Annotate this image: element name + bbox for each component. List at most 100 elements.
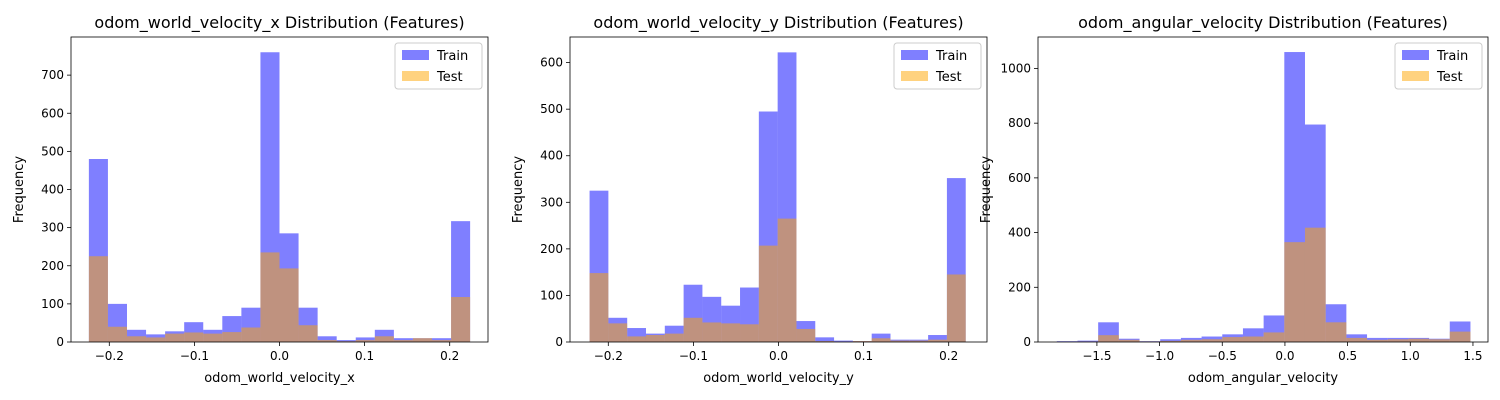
y-tick-label: 200 — [41, 259, 64, 273]
bar-test — [393, 340, 413, 342]
y-tick-label: 600 — [41, 106, 64, 120]
bar-test — [1160, 340, 1181, 342]
y-tick-label: 700 — [41, 68, 64, 82]
y-tick-label: 600 — [540, 56, 563, 70]
bar-test — [871, 338, 891, 342]
bar-train — [1056, 341, 1078, 342]
y-tick-label: 0 — [555, 335, 563, 349]
x-tick-label: 0.0 — [1275, 349, 1294, 363]
y-tick-label: 400 — [1008, 226, 1031, 240]
x-tick-label: −1.5 — [1082, 349, 1111, 363]
bars-layer — [88, 52, 471, 342]
legend-swatch-test — [1402, 71, 1429, 81]
bar-test — [298, 325, 318, 342]
x-tick-label: 0.2 — [939, 349, 958, 363]
bar-test — [412, 338, 433, 342]
bar-test — [740, 324, 759, 342]
bar-test — [374, 336, 394, 342]
bar-test — [1098, 335, 1119, 342]
bar-test — [260, 252, 280, 342]
legend-test-label: Test — [1436, 70, 1463, 85]
bar-test — [165, 333, 185, 342]
legend-train-label: Train — [935, 49, 967, 64]
legend-swatch-train — [901, 50, 928, 60]
y-tick-label: 300 — [41, 221, 64, 235]
y-tick-label: 500 — [41, 144, 64, 158]
legend-train-label: Train — [436, 49, 468, 64]
y-tick-label: 600 — [1008, 171, 1031, 185]
legend-test-label: Test — [935, 70, 962, 85]
bar-test — [890, 340, 910, 342]
y-tick-label: 400 — [41, 183, 64, 197]
bar-test — [645, 335, 665, 342]
x-axis-label: odom_angular_velocity — [1188, 371, 1339, 386]
bar-test — [664, 333, 684, 342]
bar-train — [815, 337, 835, 342]
bar-train — [928, 335, 947, 342]
y-tick-label: 100 — [41, 297, 64, 311]
bar-test — [1429, 339, 1450, 342]
y-tick-label: 0 — [56, 335, 64, 349]
bar-test — [355, 340, 375, 342]
bar-test — [1118, 339, 1140, 342]
bars-layer — [1056, 52, 1471, 343]
bar-test — [683, 317, 703, 342]
bar-test — [1449, 331, 1471, 342]
bar-train — [317, 336, 337, 342]
bar-test — [758, 245, 778, 342]
bar-test — [88, 256, 108, 342]
bar-test — [1408, 338, 1430, 342]
chart-title: odom_world_velocity_x Distribution (Feat… — [94, 13, 464, 33]
bar-train — [871, 333, 891, 342]
bar-test — [1325, 322, 1347, 342]
bar-test — [451, 297, 471, 342]
bar-train — [1160, 339, 1181, 342]
y-tick-label: 400 — [540, 149, 563, 163]
bar-test — [1180, 339, 1202, 342]
y-tick-label: 1000 — [1000, 61, 1031, 75]
bar-test — [1284, 242, 1305, 342]
y-tick-label: 200 — [540, 242, 563, 256]
x-tick-label: 0.0 — [270, 349, 289, 363]
bar-test — [815, 341, 835, 342]
bar-train — [355, 337, 375, 342]
chart-panel-velocity-y: odom_world_velocity_y Distribution (Feat… — [511, 13, 988, 386]
bar-test — [222, 332, 242, 342]
bar-test — [432, 340, 452, 342]
bar-test — [1222, 337, 1243, 342]
x-tick-label: 0.0 — [769, 349, 788, 363]
bar-test — [928, 339, 947, 342]
y-axis-label: Frequency — [511, 156, 526, 223]
chart-title: odom_world_velocity_y Distribution (Feat… — [593, 13, 963, 33]
chart-panel-velocity-x: odom_world_velocity_x Distribution (Feat… — [12, 13, 489, 386]
bar-test — [203, 333, 223, 342]
legend-swatch-test — [901, 71, 928, 81]
x-axis-label: odom_world_velocity_x — [204, 371, 355, 386]
plot-frame — [1037, 36, 1489, 343]
x-tick-label: 1.0 — [1401, 349, 1420, 363]
legend-swatch-train — [402, 50, 429, 60]
y-tick-label: 800 — [1008, 116, 1031, 130]
bar-test — [721, 323, 741, 342]
legend-swatch-test — [402, 71, 429, 81]
bar-train — [336, 340, 356, 342]
bar-test — [589, 273, 609, 342]
bar-test — [107, 326, 127, 342]
bar-test — [1242, 336, 1264, 342]
x-tick-label: −0.1 — [679, 349, 708, 363]
x-tick-label: −0.2 — [95, 349, 124, 363]
bar-test — [279, 268, 299, 342]
bar-test — [184, 332, 204, 342]
bar-test — [909, 340, 929, 342]
bar-test — [1263, 332, 1285, 342]
bar-test — [317, 340, 337, 342]
x-tick-label: 0.2 — [440, 349, 459, 363]
bar-test — [608, 323, 628, 342]
y-tick-label: 300 — [540, 195, 563, 209]
x-tick-label: 1.5 — [1463, 349, 1482, 363]
x-tick-label: −0.5 — [1208, 349, 1237, 363]
bar-test — [1201, 339, 1223, 342]
legend-train-label: Train — [1436, 49, 1468, 64]
bar-test — [146, 337, 166, 342]
